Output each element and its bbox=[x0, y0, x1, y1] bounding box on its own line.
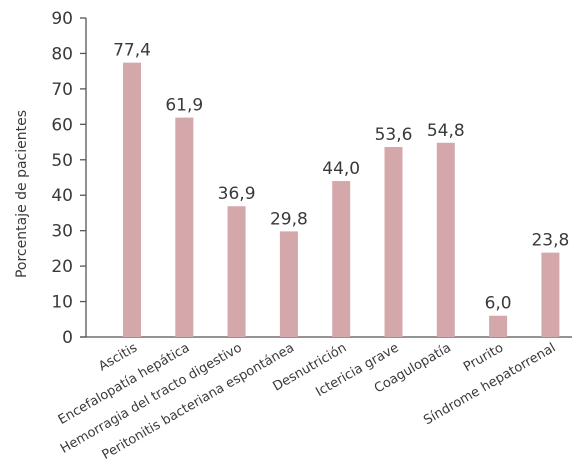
y-tick-label: 60 bbox=[51, 115, 73, 135]
data-label: 23,8 bbox=[531, 231, 569, 251]
data-label: 6,0 bbox=[485, 294, 512, 314]
bar bbox=[227, 206, 246, 337]
y-tick-label: 70 bbox=[51, 80, 73, 100]
y-tick-label: 50 bbox=[51, 151, 73, 171]
bar bbox=[541, 252, 560, 337]
y-tick-label: 30 bbox=[51, 222, 73, 242]
axes: 0 10 20 30 40 50 60 70 80 90 bbox=[51, 9, 572, 348]
bar bbox=[489, 315, 508, 337]
bars bbox=[123, 62, 560, 337]
data-label: 54,8 bbox=[427, 121, 465, 141]
data-label: 29,8 bbox=[270, 209, 308, 229]
y-axis-title: Porcentaje de pacientes bbox=[14, 110, 30, 278]
data-label: 77,4 bbox=[113, 41, 151, 61]
data-label: 61,9 bbox=[165, 96, 203, 116]
y-tick-label: 20 bbox=[51, 257, 73, 277]
y-tick-label: 40 bbox=[51, 186, 73, 206]
bar bbox=[175, 117, 194, 337]
bar bbox=[384, 147, 403, 337]
y-tick-label: 0 bbox=[62, 328, 73, 348]
data-label: 36,9 bbox=[218, 184, 256, 204]
data-label: 53,6 bbox=[375, 125, 413, 145]
bar bbox=[279, 231, 298, 337]
data-label: 44,0 bbox=[322, 159, 360, 179]
y-tick-label: 80 bbox=[51, 44, 73, 64]
bar bbox=[123, 62, 141, 337]
y-tick-label: 90 bbox=[51, 9, 73, 29]
bar bbox=[332, 181, 351, 337]
value-labels: 77,4 61,9 36,9 29,8 44,0 53,6 54,8 6,0 23,8 bbox=[113, 41, 569, 314]
bar bbox=[436, 142, 455, 337]
y-tick-label: 10 bbox=[51, 293, 73, 313]
